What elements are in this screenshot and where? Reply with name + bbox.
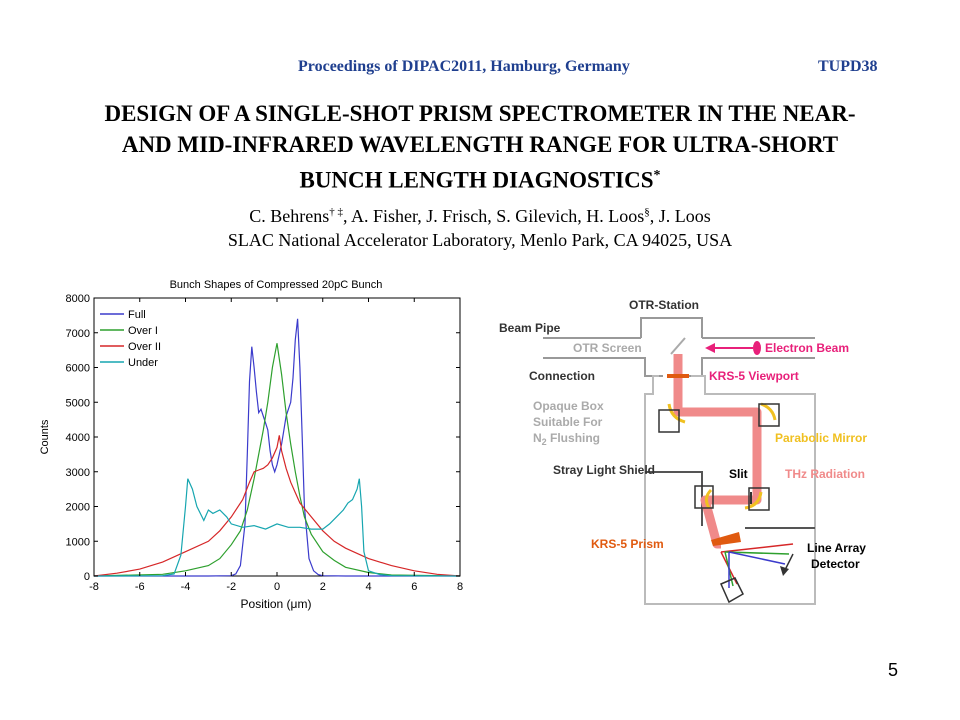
- author-list: C. Behrens† ‡, A. Fisher, J. Frisch, S. …: [249, 206, 711, 226]
- stray-light-shield: [645, 471, 703, 526]
- detector-pointer-head: [780, 566, 789, 576]
- label-detector-1: Line Array: [807, 541, 866, 555]
- parabolic-mirror-2: [760, 402, 777, 421]
- proceedings-header: Proceedings of DIPAC2011, Hamburg, Germa…: [298, 58, 630, 75]
- y-tick-label: 7000: [66, 328, 90, 340]
- label-stray-light-shield: Stray Light Shield: [553, 463, 655, 477]
- label-slit: Slit: [729, 467, 748, 481]
- label-opaque-box-2: Suitable For: [533, 415, 603, 429]
- x-tick-label: 6: [411, 581, 417, 593]
- label-otr-screen: OTR Screen: [573, 341, 642, 355]
- title-footnote-mark: *: [653, 168, 661, 183]
- page-number: 5: [888, 660, 899, 680]
- series-line-under: [93, 478, 461, 577]
- paper-code: TUPD38: [818, 58, 878, 75]
- title-line-2: AND MID-INFRARED WAVELENGTH RANGE FOR UL…: [121, 132, 839, 157]
- y-tick-label: 5000: [66, 397, 90, 409]
- label-parabolic-mirror: Parabolic Mirror: [775, 431, 867, 445]
- mirror-mount-4: [694, 485, 714, 509]
- y-tick-label: 0: [84, 571, 90, 583]
- y-tick-label: 1000: [66, 536, 90, 548]
- title-line-3: BUNCH LENGTH DIAGNOSTICS*: [299, 167, 661, 193]
- parabolic-mirror-3: [744, 491, 763, 510]
- mirror-mount-1: [658, 409, 680, 433]
- detector-pointer: [784, 553, 794, 571]
- label-connection: Connection: [529, 369, 595, 383]
- y-tick-label: 4000: [66, 432, 90, 444]
- label-detector-2: Detector: [811, 557, 860, 571]
- affiliation: SLAC National Accelerator Laboratory, Me…: [227, 230, 733, 250]
- line-array-detector: [720, 577, 744, 604]
- series-line-over-i: [93, 343, 461, 577]
- krs5-viewport: [667, 374, 689, 378]
- x-tick-label: 4: [365, 581, 371, 593]
- legend-label: Under: [128, 357, 158, 369]
- x-tick-label: 2: [320, 581, 326, 593]
- y-tick-label: 8000: [66, 293, 90, 305]
- x-tick-label: -4: [181, 581, 191, 593]
- y-tick-label: 6000: [66, 363, 90, 375]
- x-tick-label: -2: [226, 581, 236, 593]
- chart-ylabel: Counts: [39, 419, 51, 454]
- otr-station-outline: [640, 317, 703, 338]
- label-beam-pipe: Beam Pipe: [499, 321, 561, 335]
- x-tick-label: 0: [274, 581, 280, 593]
- x-tick-label: -8: [89, 581, 99, 593]
- x-tick-label: -6: [135, 581, 145, 593]
- dispersed-ray-blue: [728, 551, 786, 565]
- parabolic-mirror-4: [704, 488, 713, 509]
- y-tick-label: 3000: [66, 467, 90, 479]
- label-thz-radiation: THz Radiation: [785, 467, 865, 481]
- krs5-prism: [711, 532, 741, 546]
- title-line-1: DESIGN OF A SINGLE-SHOT PRISM SPECTROMET…: [104, 101, 856, 126]
- series-line-over-ii: [93, 435, 461, 577]
- chart-xlabel: Position (μm): [241, 597, 312, 611]
- bunch-shape-chart: Bunch Shapes of Compressed 20pC Bunch -8…: [39, 279, 463, 611]
- spectrometer-diagram: OTR-Station Beam Pipe OTR Screen Electro…: [499, 298, 867, 605]
- mirror-mount-2: [758, 403, 780, 427]
- legend-label: Over II: [128, 341, 161, 353]
- label-krs5-prism: KRS-5 Prism: [591, 537, 664, 551]
- opaque-box-outline: [644, 375, 816, 605]
- chart-legend: Full Over I Over II Under: [100, 309, 161, 369]
- authors-block: C. Behrens† ‡, A. Fisher, J. Frisch, S. …: [120, 200, 840, 252]
- legend-label: Over I: [128, 325, 158, 337]
- electron-bunch: [753, 341, 761, 355]
- paper-title: DESIGN OF A SINGLE-SHOT PRISM SPECTROMET…: [60, 98, 900, 196]
- label-opaque-box-3: N2 Flushing: [533, 431, 600, 447]
- dispersed-ray-red: [720, 543, 794, 553]
- otr-screen: [670, 337, 686, 355]
- label-krs5-viewport: KRS-5 Viewport: [709, 369, 799, 383]
- x-tick-label: 8: [457, 581, 463, 593]
- chart-title: Bunch Shapes of Compressed 20pC Bunch: [170, 279, 383, 291]
- label-otr-station: OTR-Station: [629, 298, 699, 312]
- mirror-mount-3: [748, 487, 770, 511]
- label-electron-beam: Electron Beam: [765, 341, 849, 355]
- legend-label: Full: [128, 309, 146, 321]
- parabolic-mirror-1: [667, 403, 686, 424]
- series-line-full: [94, 318, 460, 577]
- y-tick-label: 2000: [66, 502, 90, 514]
- electron-beam-arrowhead: [705, 343, 715, 353]
- plot-frame: [93, 297, 461, 577]
- dispersed-ray-green: [724, 551, 790, 555]
- label-opaque-box-1: Opaque Box: [533, 399, 604, 413]
